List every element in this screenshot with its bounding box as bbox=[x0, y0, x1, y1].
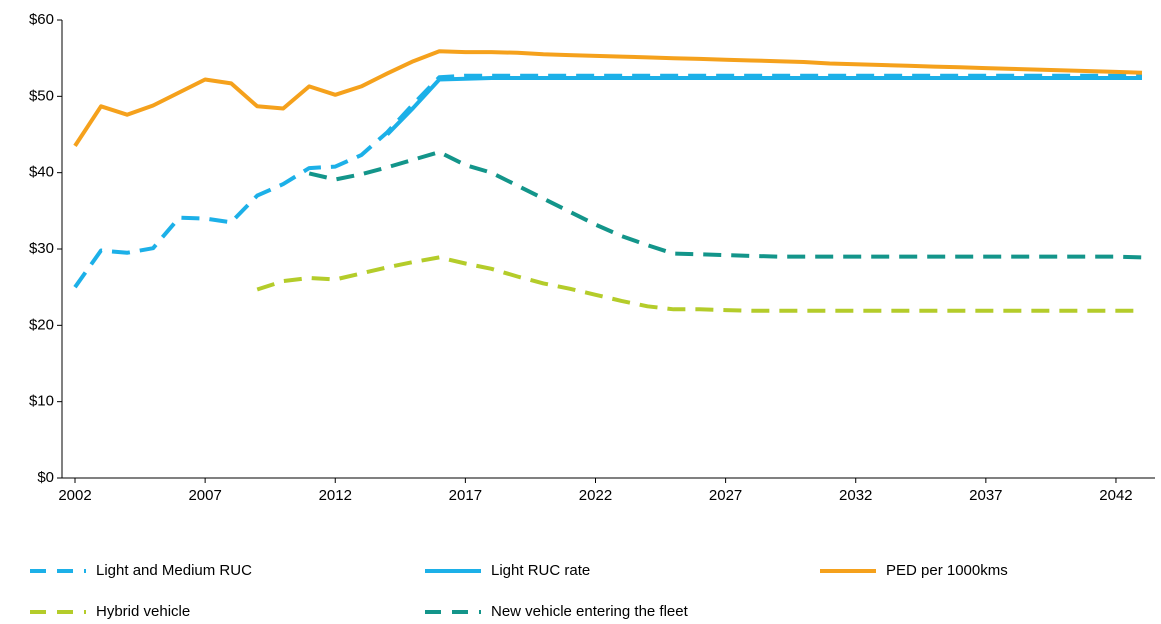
line-series bbox=[308, 150, 1143, 260]
x-tick-label: 2027 bbox=[709, 487, 742, 504]
x-tick-label: 2017 bbox=[449, 487, 482, 504]
line-series bbox=[256, 255, 1142, 313]
x-tick-label: 2042 bbox=[1099, 487, 1132, 504]
line-series bbox=[73, 49, 1143, 147]
legend-label: Light and Medium RUC bbox=[96, 562, 252, 579]
y-tick-label: $60 bbox=[29, 11, 54, 28]
x-tick-label: 2007 bbox=[188, 487, 221, 504]
x-tick-label: 2037 bbox=[969, 487, 1002, 504]
line-series bbox=[385, 76, 1142, 136]
x-tick-label: 2002 bbox=[58, 487, 91, 504]
line-series bbox=[73, 73, 1142, 289]
y-tick-label: $20 bbox=[29, 316, 54, 333]
x-tick-label: 2022 bbox=[579, 487, 612, 504]
x-tick-label: 2012 bbox=[319, 487, 352, 504]
y-tick-label: $40 bbox=[29, 164, 54, 181]
y-tick-label: $10 bbox=[29, 393, 54, 410]
legend-label: Light RUC rate bbox=[491, 562, 590, 579]
y-tick-label: $30 bbox=[29, 240, 54, 257]
legend-label: Hybrid vehicle bbox=[96, 603, 190, 620]
y-tick-label: $0 bbox=[37, 469, 54, 486]
y-tick-label: $50 bbox=[29, 87, 54, 104]
legend-label: PED per 1000kms bbox=[886, 562, 1008, 579]
x-tick-label: 2032 bbox=[839, 487, 872, 504]
legend-label: New vehicle entering the fleet bbox=[491, 603, 689, 620]
